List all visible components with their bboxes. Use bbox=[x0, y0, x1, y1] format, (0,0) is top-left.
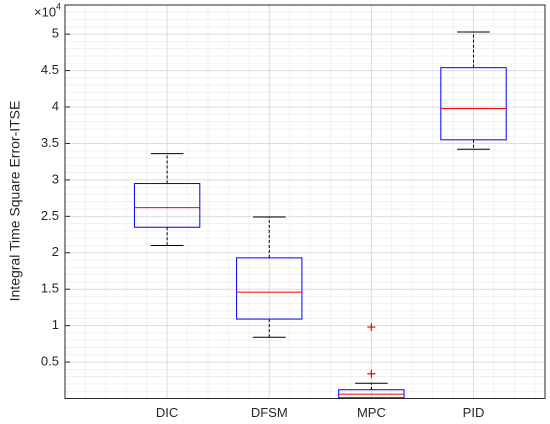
x-tick-label: DFSM bbox=[251, 405, 288, 420]
box bbox=[236, 257, 303, 320]
outlier bbox=[367, 323, 376, 332]
y-tick-label: 4 bbox=[52, 98, 59, 113]
y-tick-label: 3 bbox=[52, 171, 59, 186]
y-tick-label: 2.5 bbox=[41, 208, 59, 223]
exponent-base: ×10 bbox=[34, 4, 56, 19]
x-tick-label: MPC bbox=[357, 405, 386, 420]
y-axis-label: Integral Time Square Error-ITSE bbox=[7, 101, 23, 302]
outlier bbox=[367, 369, 376, 378]
y-tick-label: 0.5 bbox=[41, 354, 59, 369]
y-tick-label: 1 bbox=[52, 317, 59, 332]
axes-frame bbox=[64, 4, 546, 399]
x-tick-label: DIC bbox=[156, 405, 178, 420]
y-tick-label: 2 bbox=[52, 244, 59, 259]
y-tick-label: 5 bbox=[52, 26, 59, 41]
box bbox=[133, 183, 201, 228]
y-tick-label: 3.5 bbox=[41, 135, 59, 150]
y-tick-label: 1.5 bbox=[41, 281, 59, 296]
exponent-power: 4 bbox=[56, 1, 61, 11]
box bbox=[440, 67, 507, 141]
y-tick-label: 4.5 bbox=[41, 62, 59, 77]
x-tick-label: PID bbox=[463, 405, 485, 420]
